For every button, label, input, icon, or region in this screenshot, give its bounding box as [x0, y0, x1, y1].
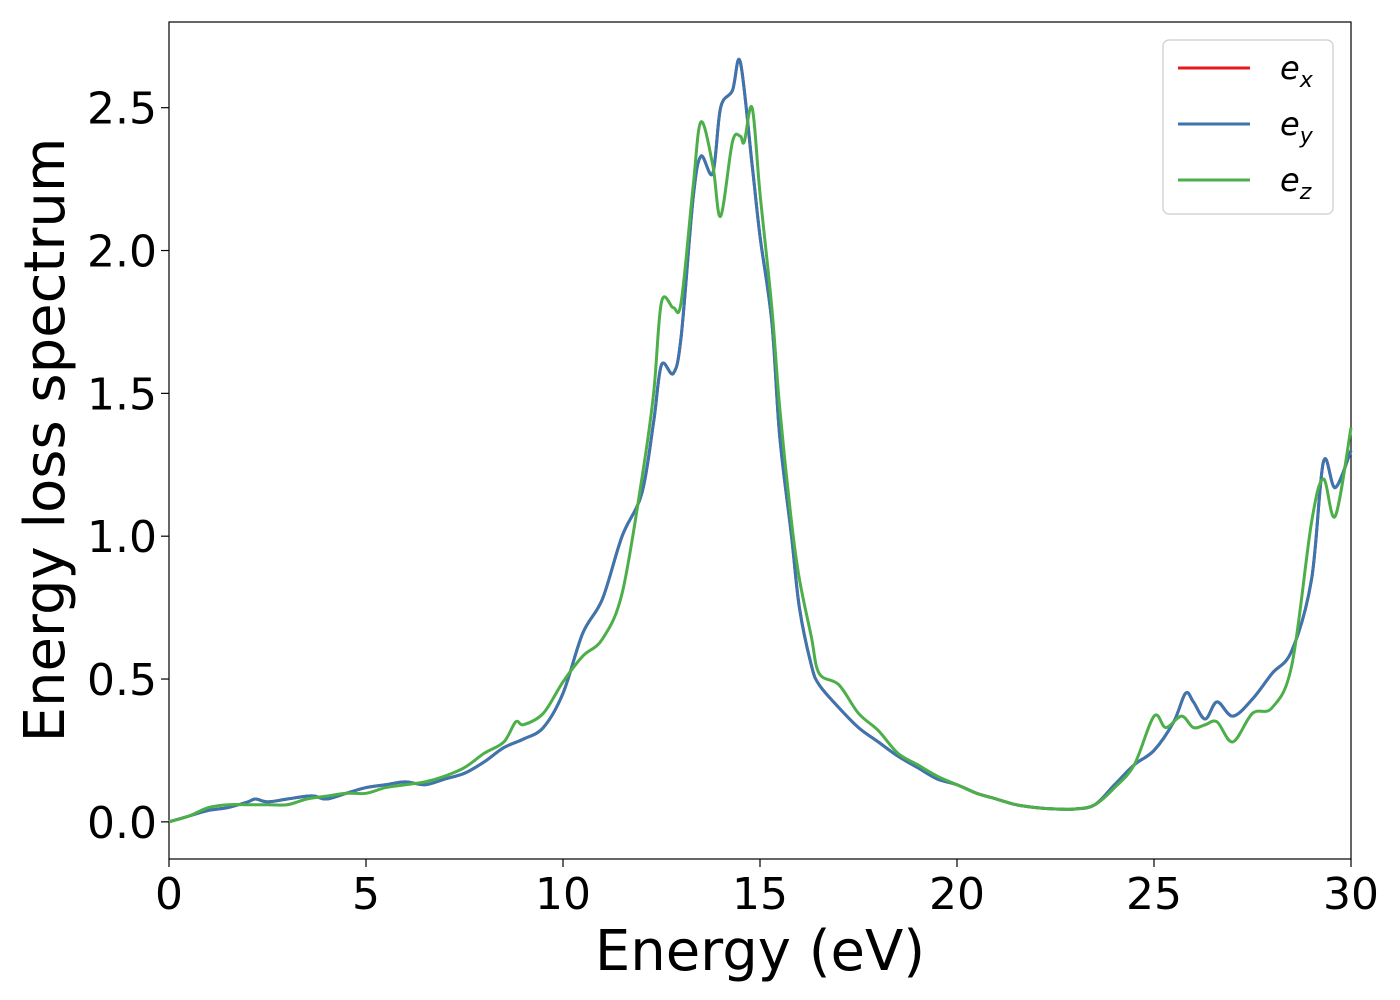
x-axis-label: Energy (eV) [595, 919, 925, 984]
plot-area [168, 21, 1352, 860]
y-tick-label: 0.0 [87, 798, 157, 849]
y-tick-label: 2.5 [87, 84, 157, 135]
y-tick-label: 2.0 [87, 227, 157, 278]
x-tick-label: 30 [1323, 869, 1379, 920]
series-line-y [168, 57, 1353, 824]
y-tick-label: 1.5 [87, 369, 157, 420]
y-axis-label: Energy loss spectrum [13, 138, 78, 743]
legend: ex ey ez [1162, 39, 1334, 215]
x-tick-label: 0 [155, 869, 183, 920]
legend-box [1162, 39, 1334, 215]
x-tick-label: 25 [1126, 869, 1182, 920]
legend-label-y: ey [1280, 105, 1314, 149]
y-axis-ticks: 0.0 0.5 1.0 1.5 2.0 2.5 [87, 84, 169, 849]
x-tick-label: 15 [732, 869, 788, 920]
x-tick-label: 5 [352, 869, 380, 920]
legend-label-z: ez [1280, 161, 1312, 205]
legend-items: ex ey ez [1178, 49, 1314, 205]
y-tick-label: 0.5 [87, 655, 157, 706]
x-axis-ticks: 0 5 10 15 20 25 30 [155, 859, 1379, 920]
y-tick-label: 1.0 [87, 512, 157, 563]
x-tick-label: 20 [929, 869, 985, 920]
series-line-z [168, 105, 1353, 824]
x-tick-label: 10 [535, 869, 591, 920]
legend-label-x: ex [1280, 49, 1314, 93]
series-layer [168, 57, 1353, 824]
